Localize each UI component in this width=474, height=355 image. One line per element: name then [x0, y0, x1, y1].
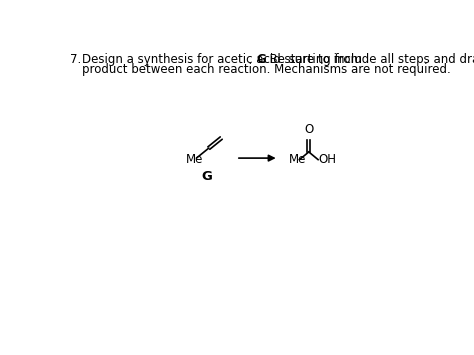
Text: Me: Me: [289, 153, 306, 166]
Text: G: G: [256, 53, 266, 66]
Text: 7.: 7.: [70, 53, 82, 66]
Text: product between each reaction. Mechanisms are not required.: product between each reaction. Mechanism…: [82, 64, 451, 76]
Text: . Be sure to include all steps and draw the: . Be sure to include all steps and draw …: [262, 53, 474, 66]
Text: O: O: [304, 123, 313, 136]
Text: Design a synthesis for acetic acid starting from: Design a synthesis for acetic acid start…: [82, 53, 366, 66]
Text: Me: Me: [186, 153, 203, 166]
Text: G: G: [201, 170, 212, 183]
Text: OH: OH: [318, 153, 336, 166]
